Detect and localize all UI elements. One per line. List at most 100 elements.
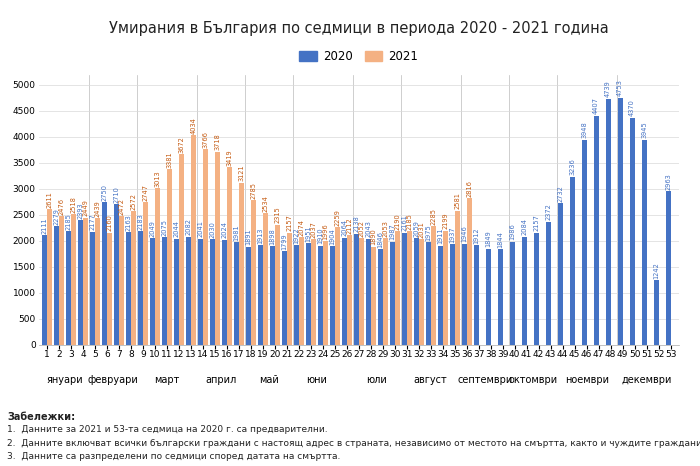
Text: 2393: 2393 — [78, 203, 83, 219]
Text: 2279: 2279 — [53, 208, 60, 225]
Bar — [498, 249, 503, 345]
Text: 2049: 2049 — [149, 220, 155, 237]
Text: 2044: 2044 — [174, 220, 179, 237]
Bar — [582, 140, 587, 345]
Bar — [467, 199, 472, 345]
Text: 1.  Данните за 2021 и 53-та седмица на 2020 г. са предварителни.: 1. Данните за 2021 и 53-та седмица на 20… — [7, 425, 328, 434]
Text: 2037: 2037 — [310, 221, 316, 238]
Bar — [533, 233, 539, 345]
Text: 2472: 2472 — [118, 198, 125, 215]
Bar — [346, 235, 352, 345]
Bar — [617, 98, 622, 345]
Text: 2160: 2160 — [106, 214, 113, 231]
Text: 2059: 2059 — [413, 219, 419, 237]
Text: 3236: 3236 — [569, 158, 575, 175]
Bar — [474, 246, 479, 345]
Text: 1904: 1904 — [329, 228, 335, 245]
Bar — [107, 233, 112, 345]
Text: 4370: 4370 — [629, 100, 635, 116]
Text: 2161: 2161 — [401, 214, 407, 231]
Text: 2747: 2747 — [142, 184, 148, 201]
Bar — [281, 251, 287, 345]
Text: 2157: 2157 — [286, 214, 293, 232]
Bar — [654, 280, 659, 345]
Text: 1913: 1913 — [258, 227, 263, 244]
Text: 2259: 2259 — [335, 209, 340, 226]
Text: 1891: 1891 — [245, 229, 251, 245]
Text: Забележки:: Забележки: — [7, 412, 75, 422]
Bar — [66, 231, 71, 345]
Bar — [90, 232, 95, 345]
Text: 2112: 2112 — [346, 217, 352, 234]
Text: 1937: 1937 — [449, 226, 455, 243]
Text: 2075: 2075 — [161, 219, 167, 236]
Text: 1910: 1910 — [317, 227, 323, 244]
Bar — [215, 151, 220, 345]
Bar — [203, 149, 208, 345]
Bar — [570, 177, 575, 345]
Text: 3766: 3766 — [202, 131, 209, 148]
Bar — [178, 154, 184, 345]
Text: 2439: 2439 — [94, 200, 100, 217]
Text: 2534: 2534 — [262, 195, 268, 212]
Text: 2816: 2816 — [466, 180, 473, 197]
Text: 1844: 1844 — [497, 231, 503, 248]
Text: 2732: 2732 — [557, 185, 563, 201]
Bar — [311, 239, 316, 345]
Text: 2082: 2082 — [186, 219, 191, 235]
Bar — [378, 249, 383, 345]
Text: 4753: 4753 — [617, 80, 623, 96]
Bar — [167, 169, 172, 345]
Text: 1996: 1996 — [322, 223, 328, 240]
Text: 2041: 2041 — [197, 220, 203, 238]
Bar — [323, 241, 328, 345]
Bar — [558, 203, 563, 345]
Bar — [227, 167, 232, 345]
Text: 2185: 2185 — [65, 213, 71, 230]
Bar — [42, 235, 47, 345]
Bar — [78, 220, 83, 345]
Text: 1951: 1951 — [305, 226, 312, 242]
Bar — [442, 231, 448, 345]
Bar — [198, 239, 203, 345]
Bar — [318, 246, 323, 345]
Bar — [606, 98, 610, 345]
Bar — [390, 241, 395, 345]
Text: 2064: 2064 — [341, 219, 347, 236]
Text: 1986: 1986 — [509, 224, 515, 240]
Bar — [186, 237, 191, 345]
Bar — [371, 247, 376, 345]
Bar — [335, 227, 339, 345]
Bar — [642, 140, 647, 345]
Title: Умирания в България по седмици в периода 2020 - 2021 година: Умирания в България по седмици в периода… — [109, 21, 608, 36]
Text: 2024: 2024 — [221, 221, 228, 238]
Bar — [191, 135, 196, 345]
Text: 1242: 1242 — [653, 262, 659, 279]
Text: декември: декември — [622, 376, 672, 385]
Text: 1911: 1911 — [438, 228, 443, 244]
Bar — [162, 237, 167, 345]
Bar — [150, 238, 155, 345]
Bar — [522, 237, 526, 345]
Text: 2183: 2183 — [137, 213, 144, 230]
Text: 1898: 1898 — [270, 228, 275, 245]
Text: март: март — [154, 376, 179, 385]
Bar — [486, 249, 491, 345]
Bar — [358, 238, 364, 345]
Bar — [239, 183, 244, 345]
Bar — [510, 241, 514, 345]
Text: 1912: 1912 — [473, 227, 480, 244]
Text: 2157: 2157 — [533, 214, 539, 232]
Bar — [402, 233, 407, 345]
Bar — [354, 234, 358, 345]
Bar — [95, 218, 100, 345]
Text: 2315: 2315 — [274, 206, 280, 223]
Text: 2785: 2785 — [251, 182, 256, 199]
Text: юни: юни — [307, 376, 327, 385]
Text: 1981: 1981 — [233, 224, 239, 240]
Bar — [258, 246, 262, 345]
Bar — [594, 116, 598, 345]
Bar — [462, 244, 467, 345]
Text: 2710: 2710 — [113, 186, 119, 203]
Text: 2963: 2963 — [665, 173, 671, 190]
